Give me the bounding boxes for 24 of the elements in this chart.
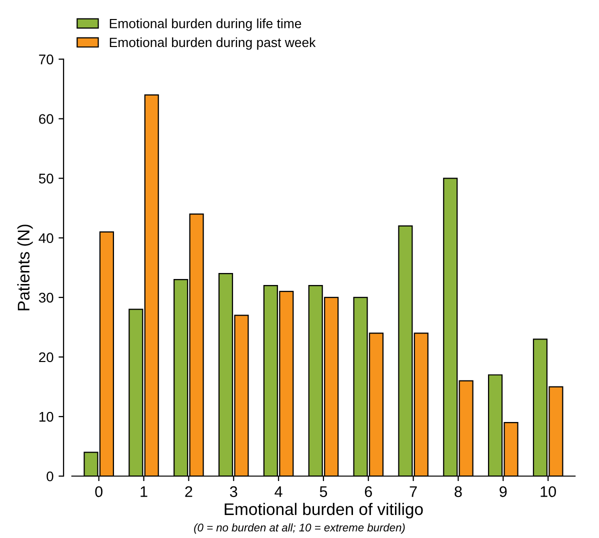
y-tick-label: 10	[39, 412, 54, 422]
x-tick-label: 9	[500, 486, 507, 498]
y-tick-label: 40	[38, 233, 54, 244]
x-tick-label: 1	[140, 486, 148, 497]
x-tick-label: 8	[454, 486, 462, 498]
x-tick-label: 2	[185, 486, 192, 497]
x-tick-label: 6	[364, 486, 372, 498]
x-tick-label: 3	[230, 486, 238, 498]
x-tick-label: 7	[410, 486, 417, 497]
y-tick-label: 50	[38, 174, 54, 184]
x-tick-label: 4	[274, 486, 282, 497]
legend-label: Emotional burden during life time	[110, 18, 302, 31]
y-tick-label: 0	[46, 471, 54, 482]
x-tick-label: 5	[320, 486, 328, 498]
y-tick-label: 30	[38, 292, 54, 303]
y-tick-label: 60	[39, 114, 54, 124]
y-tick-label: 20	[39, 352, 54, 362]
y-tick-label: 70	[39, 54, 54, 64]
y-axis-title: Patients (N)	[17, 224, 33, 310]
x-axis-title: Emotional burden of vitiligo	[224, 502, 423, 518]
legend-label: Emotional burden during past week	[110, 37, 316, 50]
text: (0 = no burden at all; 10 = extreme burden)	[194, 523, 405, 534]
x-tick-label: 10	[540, 486, 556, 498]
x-tick-label: 0	[95, 486, 102, 498]
